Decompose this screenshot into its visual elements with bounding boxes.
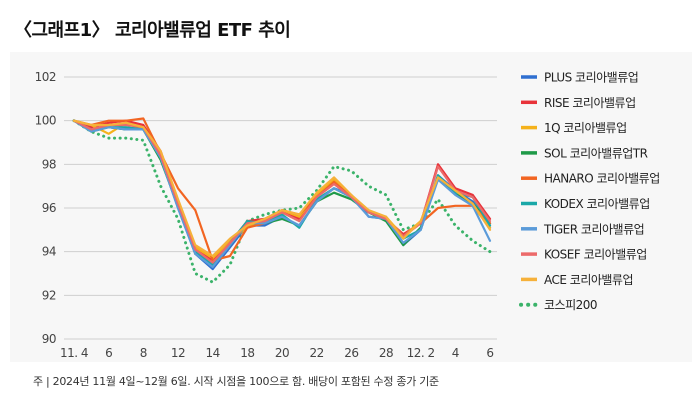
legend-label: SOL 코리아밸류업TR <box>544 146 648 160</box>
legend-label: TIGER 코리아밸류업 <box>543 222 644 236</box>
x-tick-label: 12 <box>171 346 185 360</box>
series-line-2 <box>72 119 492 260</box>
x-tick-label: 6 <box>486 346 493 360</box>
y-tick-label: 96 <box>42 201 56 215</box>
legend-label: HANARO 코리아밸류업 <box>544 172 660 186</box>
x-tick-label: 26 <box>344 346 358 360</box>
series-line-8 <box>72 119 492 258</box>
y-tick-label: 94 <box>42 245 56 259</box>
y-tick-label: 98 <box>42 157 56 171</box>
chart-title: 〈그래프1〉 코리아밸류업 ETF 추이 <box>14 20 291 41</box>
x-tick-label: 12. 2 <box>407 346 435 360</box>
legend-label: 코스피200 <box>544 298 597 312</box>
x-tick-label: 28 <box>379 346 393 360</box>
x-tick-label: 6 <box>105 346 112 360</box>
series-line-1 <box>72 119 492 262</box>
x-tick-label: 11. 4 <box>60 346 88 360</box>
y-tick-label: 92 <box>42 288 56 302</box>
legend-label: RISE 코리아밸류업 <box>544 96 636 110</box>
x-tick-label: 14 <box>206 346 220 360</box>
x-tick-label: 20 <box>275 346 289 360</box>
y-tick-label: 90 <box>42 332 56 346</box>
x-tick-label: 8 <box>140 346 147 360</box>
chart-footnote: 주 | 2024년 11월 4일~12월 6일. 시작 시점을 100으로 함.… <box>33 375 439 388</box>
x-tick-label: 4 <box>452 346 459 360</box>
y-tick-label: 102 <box>35 70 56 84</box>
series-line-9 <box>72 119 492 284</box>
series-line-7 <box>72 119 492 264</box>
legend-label: KOSEF 코리아밸류업 <box>544 248 647 262</box>
x-tick-label: 18 <box>240 346 254 360</box>
legend-label: KODEX 코리아밸류업 <box>544 197 650 211</box>
series-line-6 <box>72 119 492 269</box>
x-tick-label: 22 <box>310 346 324 360</box>
legend-label: 1Q 코리아밸류업 <box>544 121 627 135</box>
chart-panel <box>10 52 692 362</box>
legend-label: PLUS 코리아밸류업 <box>544 71 638 85</box>
series-line-3 <box>72 119 492 266</box>
y-tick-label: 100 <box>35 114 56 128</box>
series-line-5 <box>72 119 492 266</box>
legend-label: ACE 코리아밸류업 <box>544 273 633 287</box>
series-line-0 <box>72 119 492 271</box>
